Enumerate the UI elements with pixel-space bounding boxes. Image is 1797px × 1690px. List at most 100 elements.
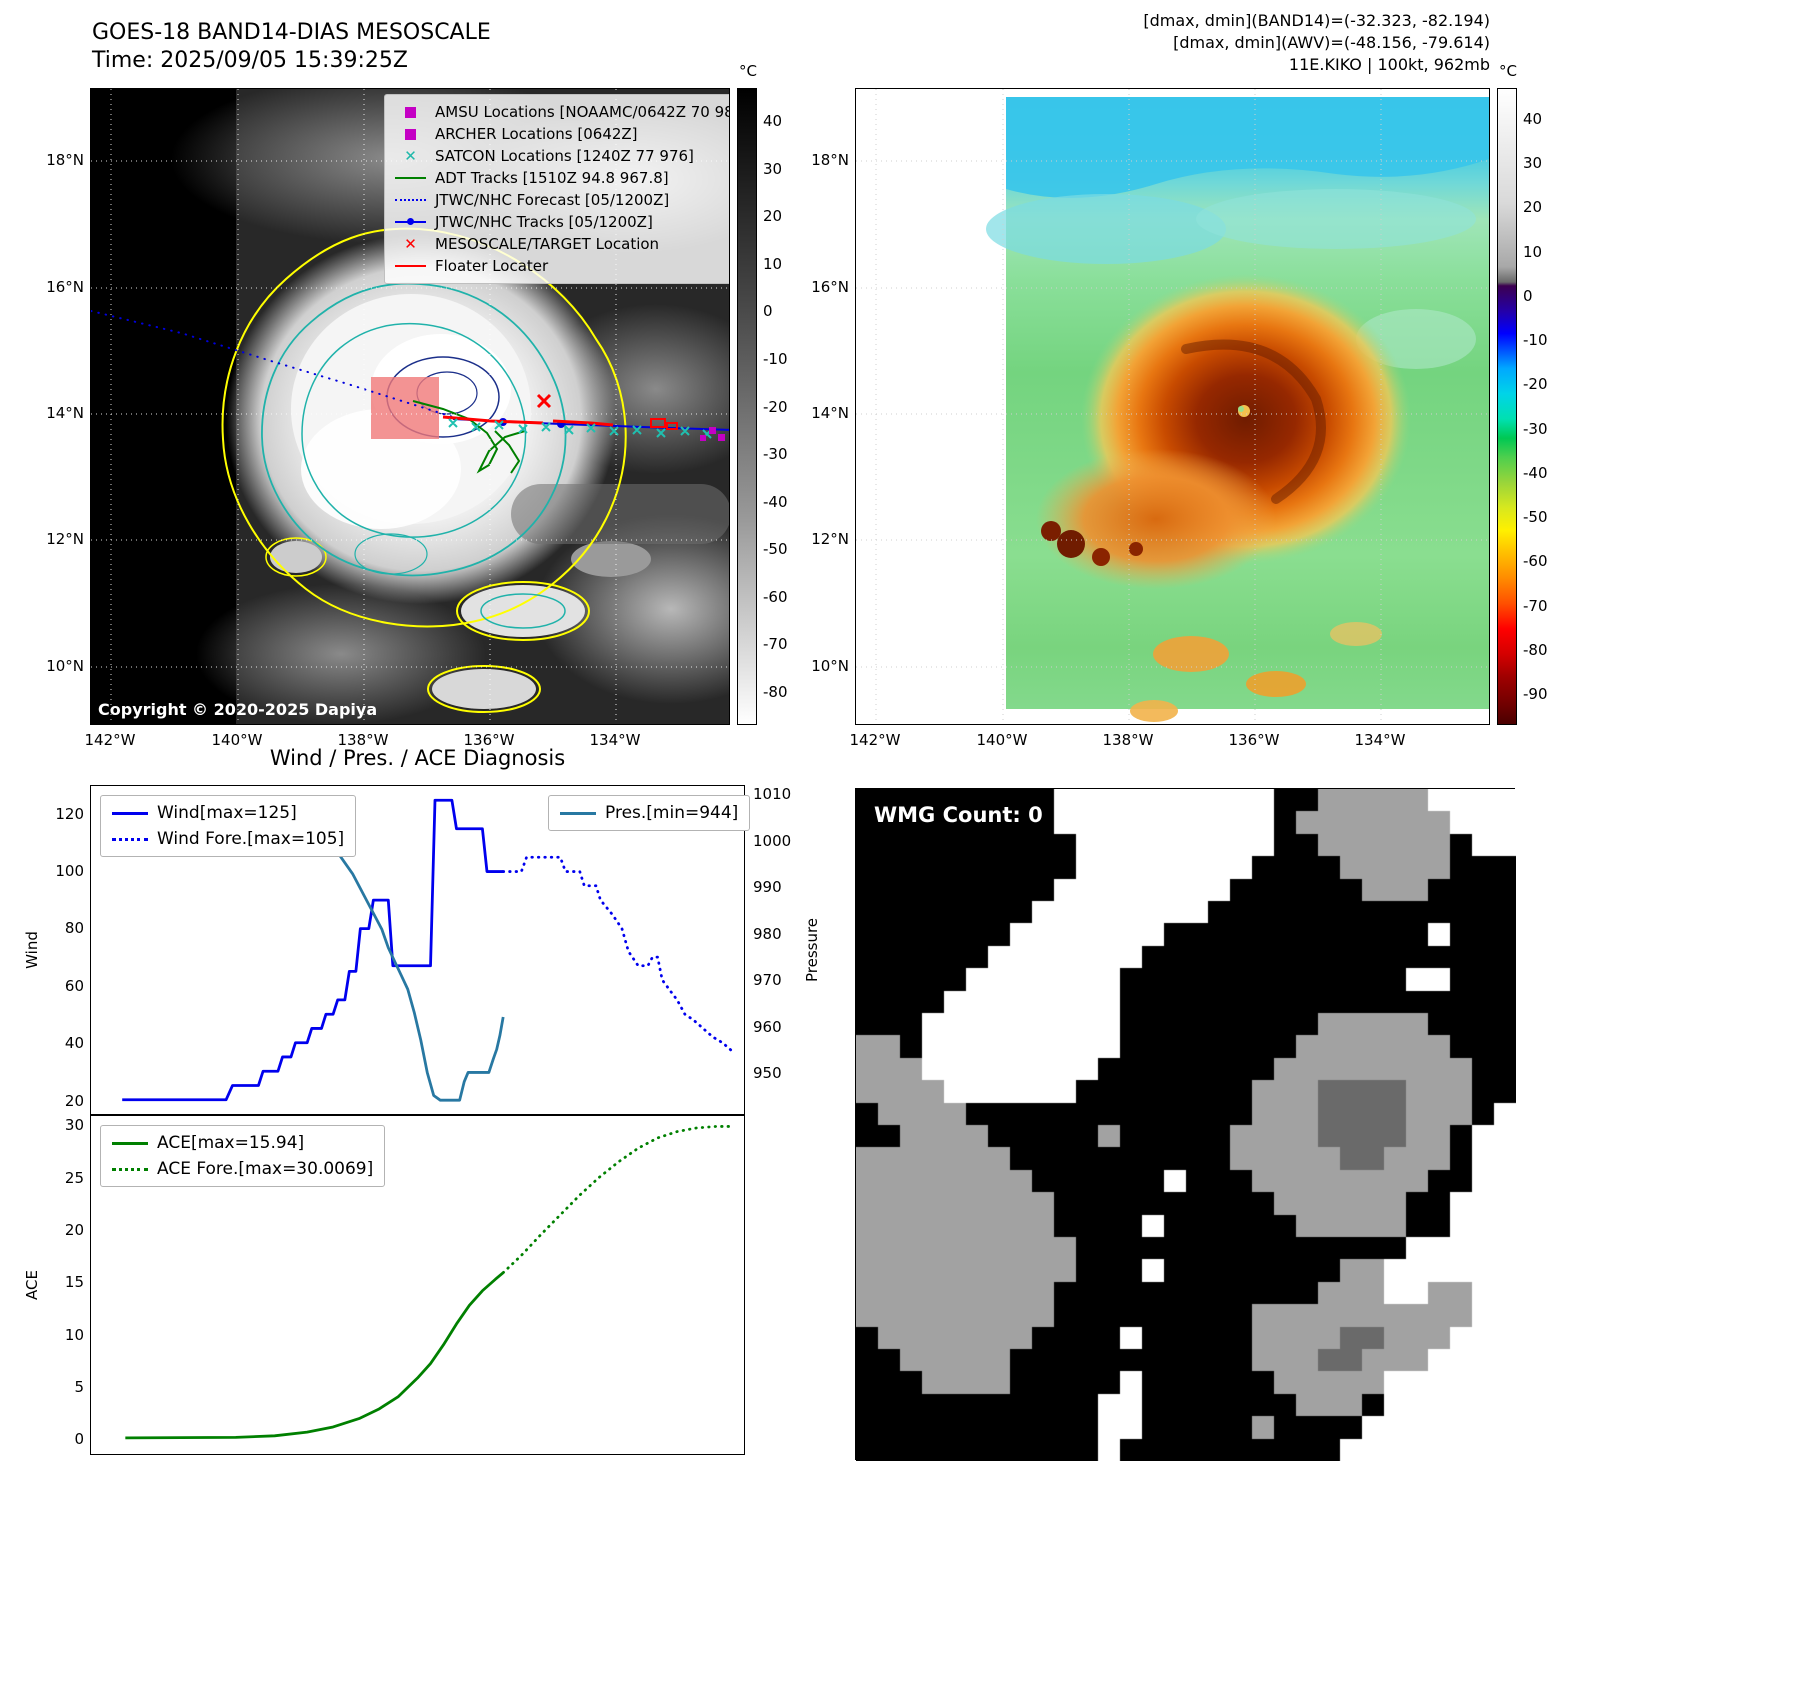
- ace-ytick-label: 0: [74, 1430, 84, 1449]
- legend-item: JTWC/NHC Forecast [05/1200Z]: [395, 191, 729, 209]
- dotted-line-marker-icon: [112, 1167, 148, 1171]
- legend-item: ✕ MESOSCALE/TARGET Location: [395, 235, 729, 253]
- legend-label: ACE Fore.[max=30.0069]: [157, 1159, 374, 1179]
- awv-lat-tick-label: 18°N: [811, 151, 849, 169]
- awv-colorbar: [1497, 88, 1517, 725]
- wind-ytick-label: 120: [55, 804, 84, 823]
- pressure-legend: Pres.[min=944]: [548, 795, 751, 831]
- wmg-count-label: WMG Count: 0: [874, 803, 1043, 827]
- ace-ytick-label: 15: [64, 1273, 84, 1292]
- awv-header: [dmax, dmin](BAND14)=(-32.323, -82.194) …: [1000, 10, 1490, 76]
- legend-label: AMSU Locations [NOAAMC/0642Z 70 987]: [435, 103, 730, 121]
- legend-item: Wind Fore.[max=105]: [112, 830, 344, 848]
- awv-lon-tick-label: 134°W: [1354, 731, 1406, 749]
- awv-colorbar-tick: 10: [1523, 242, 1543, 261]
- band14-colorbar-tick: -40: [763, 492, 788, 511]
- awv-colorbar-tick: -20: [1523, 375, 1548, 394]
- awv-lon-tick-label: 136°W: [1228, 731, 1280, 749]
- awv-colorbar-tick: -40: [1523, 463, 1548, 482]
- legend-label: Wind[max=125]: [157, 803, 297, 823]
- cloud-texture: [171, 89, 729, 724]
- band14-colorbar-tick: -60: [763, 587, 788, 606]
- ace-ytick-label: 25: [64, 1168, 84, 1187]
- wind-ytick-label: 60: [64, 976, 84, 995]
- pressure-ytick-label: 990: [753, 878, 782, 897]
- dotted-line-marker-icon: [112, 837, 148, 841]
- ace-ytick-label: 30: [64, 1116, 84, 1135]
- dmax-dmin-band14: [dmax, dmin](BAND14)=(-32.323, -82.194): [1143, 11, 1490, 30]
- legend-label: SATCON Locations [1240Z 77 976]: [435, 147, 694, 165]
- band14-map-legend: AMSU Locations [NOAAMC/0642Z 70 987] ARCH…: [384, 94, 730, 284]
- floater-locater-track: [442, 415, 678, 430]
- line-marker-icon: [395, 177, 426, 179]
- band14-lon-tick-label: 138°W: [337, 731, 389, 749]
- band14-title: GOES-18 BAND14-DIAS MESOSCALE: [92, 20, 491, 45]
- band14-lat-tick-label: 12°N: [46, 530, 84, 548]
- mesoscale-target-box: [371, 377, 439, 439]
- series-forecast-line: [501, 1125, 734, 1275]
- legend-item: Wind[max=125]: [112, 804, 344, 822]
- ace-legend: ACE[max=15.94] ACE Fore.[max=30.0069]: [100, 1125, 386, 1187]
- legend-label: ADT Tracks [1510Z 94.8 967.8]: [435, 169, 669, 187]
- x-marker-icon: ✕: [404, 235, 417, 253]
- band14-colorbar-tick: 20: [763, 207, 783, 226]
- awv-color-field: [986, 97, 1489, 722]
- awv-lat-tick-label: 14°N: [811, 404, 849, 422]
- awv-lat-tick-label: 10°N: [811, 657, 849, 675]
- ace-chart: [90, 1115, 745, 1455]
- awv-colorbar-tick: 0: [1523, 286, 1533, 305]
- awv-lat-tick-label: 16°N: [811, 278, 849, 296]
- ace-ytick-label: 5: [74, 1378, 84, 1396]
- awv-colorbar-tick: -70: [1523, 596, 1548, 615]
- pressure-ytick-label: 1000: [753, 831, 792, 850]
- band14-colorbar-tick: -80: [763, 682, 788, 701]
- map-gridlines: [856, 89, 1489, 724]
- mesoscale-target-x-marker: [536, 393, 552, 409]
- legend-label: ACE[max=15.94]: [157, 1133, 305, 1153]
- awv-colorbar-tick: 40: [1523, 109, 1543, 128]
- wmg-panel: WMG Count: 0: [855, 788, 1516, 1461]
- awv-colorbar-tick: -90: [1523, 685, 1548, 704]
- ace-axis-label: ACE: [23, 1270, 41, 1300]
- copyright-text: Copyright © 2020-2025 Dapiya: [98, 700, 378, 719]
- awv-colorbar-tick: 20: [1523, 198, 1543, 217]
- band14-colorbar-tick: 10: [763, 254, 783, 273]
- track-dot-icon: [407, 218, 414, 225]
- awv-colorbar-tick: -80: [1523, 640, 1548, 659]
- solid-line-marker-icon: [560, 811, 596, 815]
- pressure-axis-label: Pressure: [803, 917, 821, 983]
- x-marker-icon: ✕: [404, 147, 417, 165]
- line-dot-marker-icon: [395, 218, 426, 225]
- amsu-archer-markers: [700, 427, 725, 441]
- awv-lat-tick-label: 12°N: [811, 530, 849, 548]
- awv-lon-tick-label: 142°W: [849, 731, 901, 749]
- legend-item: ARCHER Locations [0642Z]: [395, 125, 729, 143]
- series-observed-line: [122, 798, 504, 1102]
- awv-colorbar-tick: -10: [1523, 331, 1548, 350]
- band14-lat-tick-label: 14°N: [46, 404, 84, 422]
- legend-label: ARCHER Locations [0642Z]: [435, 125, 638, 143]
- pressure-ytick-label: 960: [753, 1017, 782, 1036]
- legend-label: Wind Fore.[max=105]: [157, 829, 345, 849]
- legend-label: JTWC/NHC Tracks [05/1200Z]: [435, 213, 653, 231]
- band14-lat-tick-label: 10°N: [46, 657, 84, 675]
- legend-label: Floater Locater: [435, 257, 549, 275]
- band14-lon-tick-label: 140°W: [211, 731, 263, 749]
- wind-ytick-label: 20: [64, 1091, 84, 1110]
- diagnosis-title: Wind / Pres. / ACE Diagnosis: [269, 746, 566, 770]
- solid-line-marker-icon: [112, 811, 148, 815]
- band14-colorbar-tick: -10: [763, 349, 788, 368]
- line-marker-icon: [395, 265, 426, 267]
- legend-item: Floater Locater: [395, 257, 729, 275]
- awv-colorbar-tick: -50: [1523, 508, 1548, 527]
- wind-ytick-label: 100: [55, 862, 84, 881]
- legend-item: ACE[max=15.94]: [112, 1134, 373, 1152]
- storm-id-intensity: 11E.KIKO | 100kt, 962mb: [1288, 55, 1490, 74]
- ace-ytick-label: 20: [64, 1221, 84, 1240]
- band14-colorbar: [737, 88, 757, 725]
- dmax-dmin-awv: [dmax, dmin](AWV)=(-48.156, -79.614): [1173, 33, 1490, 52]
- legend-item: ACE Fore.[max=30.0069]: [112, 1160, 373, 1178]
- pressure-ytick-label: 950: [753, 1064, 782, 1083]
- band14-lon-tick-label: 142°W: [84, 731, 136, 749]
